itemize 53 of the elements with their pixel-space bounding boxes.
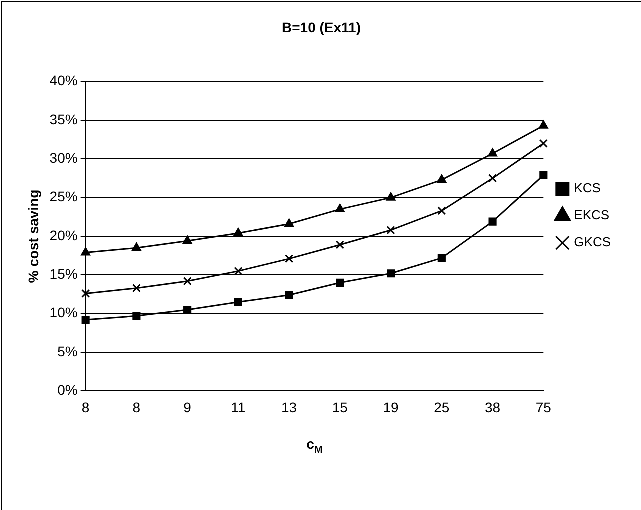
x-tick-label: 15 xyxy=(332,399,348,416)
point xyxy=(285,254,294,264)
y-axis-title: % cost saving xyxy=(25,190,42,284)
legend-label: EKCS xyxy=(574,208,610,223)
point xyxy=(183,277,192,286)
point xyxy=(488,174,498,183)
y-tick-label: 40% xyxy=(50,72,78,89)
chart-title: B=10 (Ex11) xyxy=(282,19,361,36)
point xyxy=(438,206,446,216)
point xyxy=(437,174,447,184)
point xyxy=(488,148,498,157)
point xyxy=(234,228,244,236)
point xyxy=(335,204,346,212)
x-tick-label: 11 xyxy=(231,399,246,416)
y-tick-label: 30% xyxy=(50,150,78,166)
x-tick-label: 8 xyxy=(82,399,90,416)
point xyxy=(234,298,242,306)
y-tick-label: 35% xyxy=(50,111,78,128)
point xyxy=(539,139,548,148)
point xyxy=(132,284,141,293)
x-tick-label: 9 xyxy=(184,399,192,416)
y-tick-label: 20% xyxy=(50,227,78,244)
x-tick-label: 38 xyxy=(485,399,501,416)
point xyxy=(387,270,396,278)
y-tick-label: 15% xyxy=(50,266,78,282)
point xyxy=(284,218,294,228)
point xyxy=(82,289,90,298)
x-tick-label: 13 xyxy=(282,399,298,416)
x-tick-label: 75 xyxy=(536,399,552,416)
point xyxy=(538,120,548,129)
point xyxy=(386,192,396,201)
point xyxy=(488,218,497,226)
point xyxy=(184,306,192,314)
point xyxy=(182,236,192,244)
x-tick-label: 25 xyxy=(434,399,450,416)
point xyxy=(336,278,344,287)
point xyxy=(132,312,141,320)
y-tick-label: 0% xyxy=(58,382,78,398)
y-tick-label: 10% xyxy=(50,304,78,321)
point xyxy=(438,254,446,262)
y-tick-label: 5% xyxy=(58,343,78,360)
point xyxy=(336,240,344,250)
x-tick-label: 8 xyxy=(132,399,141,416)
point xyxy=(82,316,90,324)
legend-label: KCS xyxy=(574,180,602,196)
point xyxy=(132,242,142,252)
point xyxy=(386,226,396,235)
legend-label: GKCS xyxy=(574,234,612,250)
point xyxy=(80,247,91,256)
point xyxy=(285,291,294,300)
x-tick-label: 19 xyxy=(383,399,400,416)
point xyxy=(540,171,548,180)
y-tick-label: 25% xyxy=(50,188,78,205)
